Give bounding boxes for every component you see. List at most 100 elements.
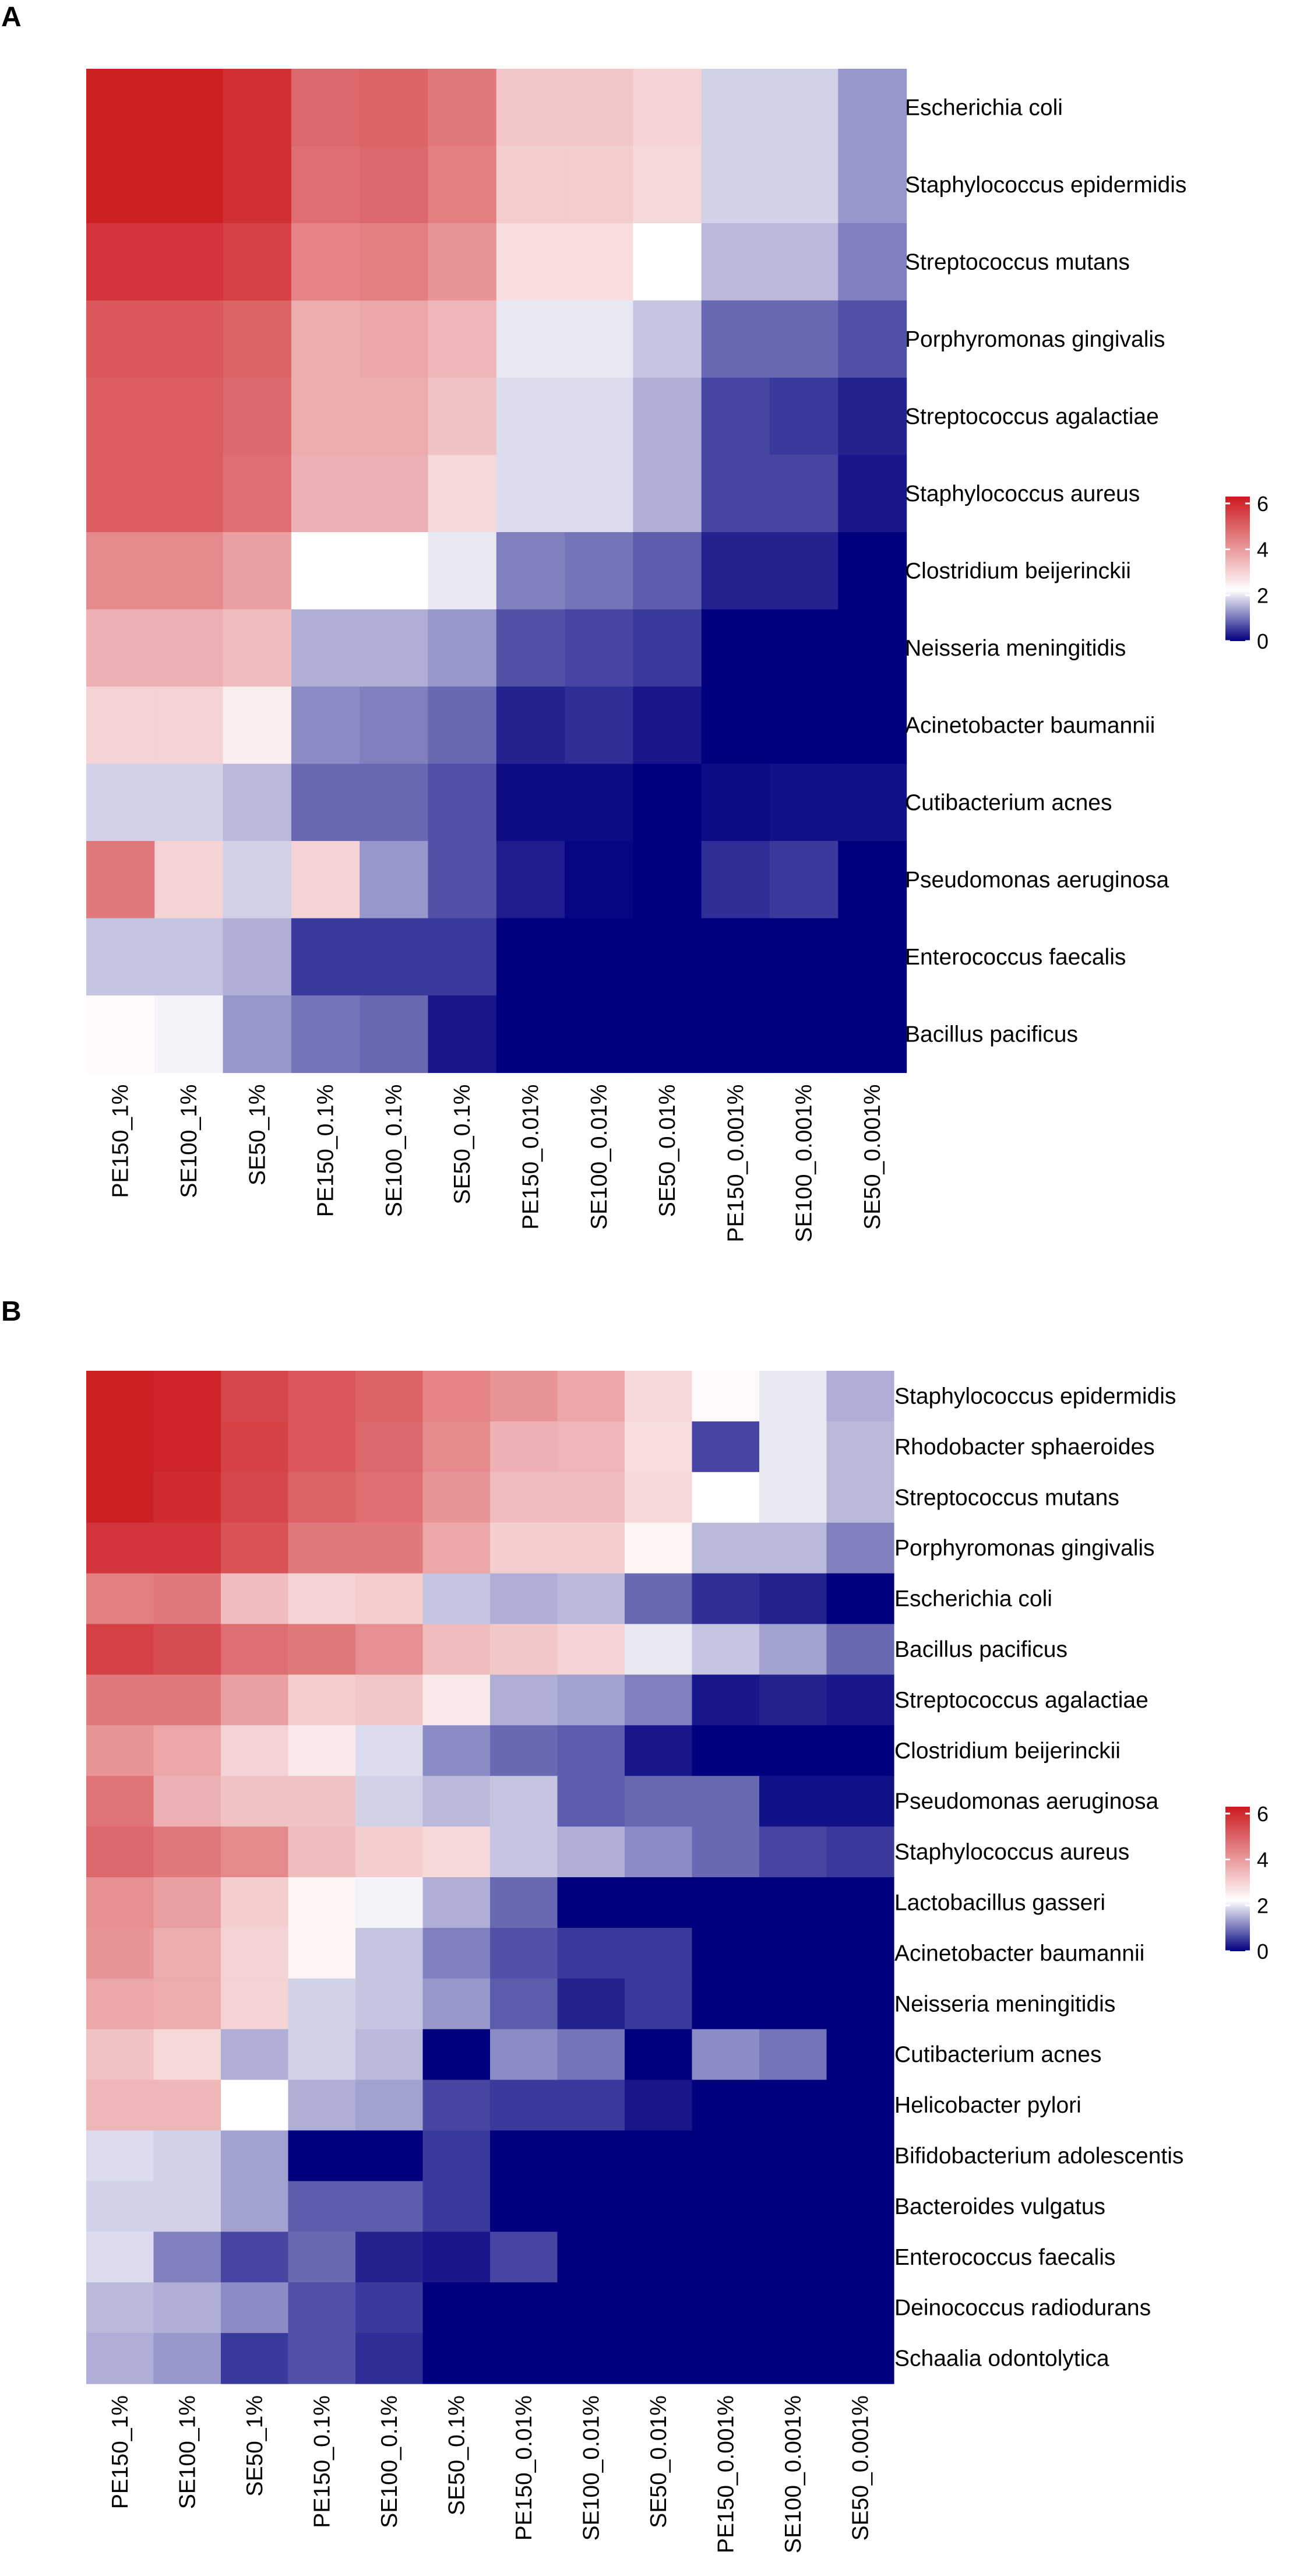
- heatmap-cell: [625, 1927, 693, 1979]
- heatmap-cell: [153, 1472, 221, 1523]
- column-label: SE100_0.1%: [382, 1085, 407, 1217]
- heatmap-cell: [422, 2181, 491, 2232]
- panel-b-letter: B: [1, 1296, 22, 1327]
- heatmap-cell: [770, 223, 839, 301]
- column-label: SE50_0.01%: [646, 2395, 671, 2528]
- heatmap-cell: [153, 1978, 221, 2030]
- heatmap-cell: [223, 841, 292, 919]
- heatmap-cell: [490, 1927, 558, 1979]
- heatmap-cell: [692, 1472, 760, 1523]
- heatmap-cell: [565, 69, 633, 147]
- heatmap-cell: [221, 1573, 289, 1625]
- heatmap-cell: [154, 378, 224, 456]
- heatmap-cell: [355, 1371, 424, 1422]
- heatmap-cell: [223, 378, 292, 456]
- heatmap-cell: [422, 2079, 491, 2131]
- heatmap-cell: [221, 1877, 289, 1929]
- heatmap-cell: [701, 841, 770, 919]
- heatmap-cell: [826, 1522, 894, 1574]
- column-label: SE50_0.1%: [444, 2395, 469, 2515]
- legend-tick-label: 4: [1257, 1848, 1269, 1872]
- legend-tick-label: 4: [1257, 538, 1269, 562]
- heatmap-cell: [490, 1522, 558, 1574]
- row-label: Clostridium beijerinckii: [905, 558, 1131, 583]
- heatmap-cell: [86, 1472, 154, 1523]
- heatmap-cell: [288, 1776, 356, 1827]
- heatmap-cell: [826, 2181, 894, 2232]
- heatmap-cell: [826, 2333, 894, 2384]
- color-legend-bar: [1225, 497, 1250, 641]
- heatmap-cell: [422, 1522, 491, 1574]
- column-label: PE150_0.01%: [518, 1085, 543, 1230]
- heatmap-cell: [759, 1978, 827, 2030]
- heatmap-cell: [490, 1573, 558, 1625]
- heatmap-cell: [422, 1421, 491, 1473]
- heatmap-cell: [826, 2079, 894, 2131]
- row-label: Staphylococcus epidermidis: [894, 1384, 1176, 1409]
- row-label: Lactobacillus gasseri: [894, 1890, 1105, 1915]
- heatmap-cell: [86, 918, 155, 996]
- heatmap-cell: [360, 995, 429, 1074]
- heatmap-cell: [692, 1522, 760, 1574]
- heatmap-cell: [490, 2181, 558, 2232]
- heatmap-cell: [422, 2232, 491, 2283]
- heatmap-cell: [826, 2130, 894, 2181]
- heatmap-cell: [557, 1522, 625, 1574]
- legend-tick-label: 6: [1257, 1802, 1269, 1826]
- heatmap-cell: [759, 2232, 827, 2283]
- heatmap-cell: [490, 1978, 558, 2030]
- heatmap-cell: [154, 841, 224, 919]
- heatmap-cell: [838, 995, 907, 1074]
- heatmap-cell: [633, 995, 702, 1074]
- heatmap-cell: [153, 2282, 221, 2334]
- heatmap-cell: [86, 1421, 154, 1473]
- heatmap-cell: [355, 1674, 424, 1726]
- heatmap-cell: [826, 1776, 894, 1827]
- heatmap-cell: [291, 532, 360, 610]
- heatmap-cell: [557, 1725, 625, 1776]
- heatmap-cell: [428, 609, 497, 687]
- heatmap-cell: [428, 146, 497, 224]
- heatmap-cell: [288, 2282, 356, 2334]
- heatmap-cell: [223, 223, 292, 301]
- heatmap-cell: [770, 995, 839, 1074]
- heatmap-cell: [633, 609, 702, 687]
- row-label: Bacteroides vulgatus: [894, 2194, 1105, 2219]
- heatmap-cell: [759, 1827, 827, 1878]
- column-label: SE50_1%: [245, 1085, 270, 1185]
- heatmap-cell: [625, 2029, 693, 2081]
- heatmap-cell: [288, 2333, 356, 2384]
- heatmap-cell: [355, 2130, 424, 2181]
- heatmap-cell: [422, 1573, 491, 1625]
- heatmap-cell: [422, 1827, 491, 1878]
- heatmap-cell: [701, 223, 770, 301]
- heatmap-cell: [701, 69, 770, 147]
- heatmap-cell: [360, 687, 429, 765]
- heatmap-cell: [288, 1927, 356, 1979]
- heatmap-cell: [565, 609, 633, 687]
- row-label: Clostridium beijerinckii: [894, 1739, 1121, 1764]
- heatmap-cell: [565, 763, 633, 842]
- heatmap-cell: [428, 687, 497, 765]
- heatmap-cell: [692, 2232, 760, 2283]
- heatmap-cell: [360, 69, 429, 147]
- heatmap-cell: [86, 841, 155, 919]
- heatmap-cell: [355, 2079, 424, 2131]
- row-label: Streptococcus mutans: [905, 249, 1130, 275]
- heatmap-cell: [291, 687, 360, 765]
- heatmap-cell: [625, 1522, 693, 1574]
- heatmap-cell: [490, 2282, 558, 2334]
- row-label: Streptococcus mutans: [894, 1485, 1119, 1510]
- legend-tick-label: 6: [1257, 492, 1269, 516]
- heatmap-cell: [288, 1472, 356, 1523]
- heatmap-cell: [625, 1827, 693, 1878]
- heatmap-cell: [428, 995, 497, 1074]
- heatmap-cell: [291, 918, 360, 996]
- heatmap-cell: [692, 1624, 760, 1675]
- heatmap-cell: [759, 2029, 827, 2081]
- heatmap-cell: [759, 2181, 827, 2232]
- heatmap-cell: [428, 532, 497, 610]
- heatmap-cell: [625, 2130, 693, 2181]
- heatmap-cell: [288, 1674, 356, 1726]
- row-label: Porphyromonas gingivalis: [894, 1536, 1155, 1561]
